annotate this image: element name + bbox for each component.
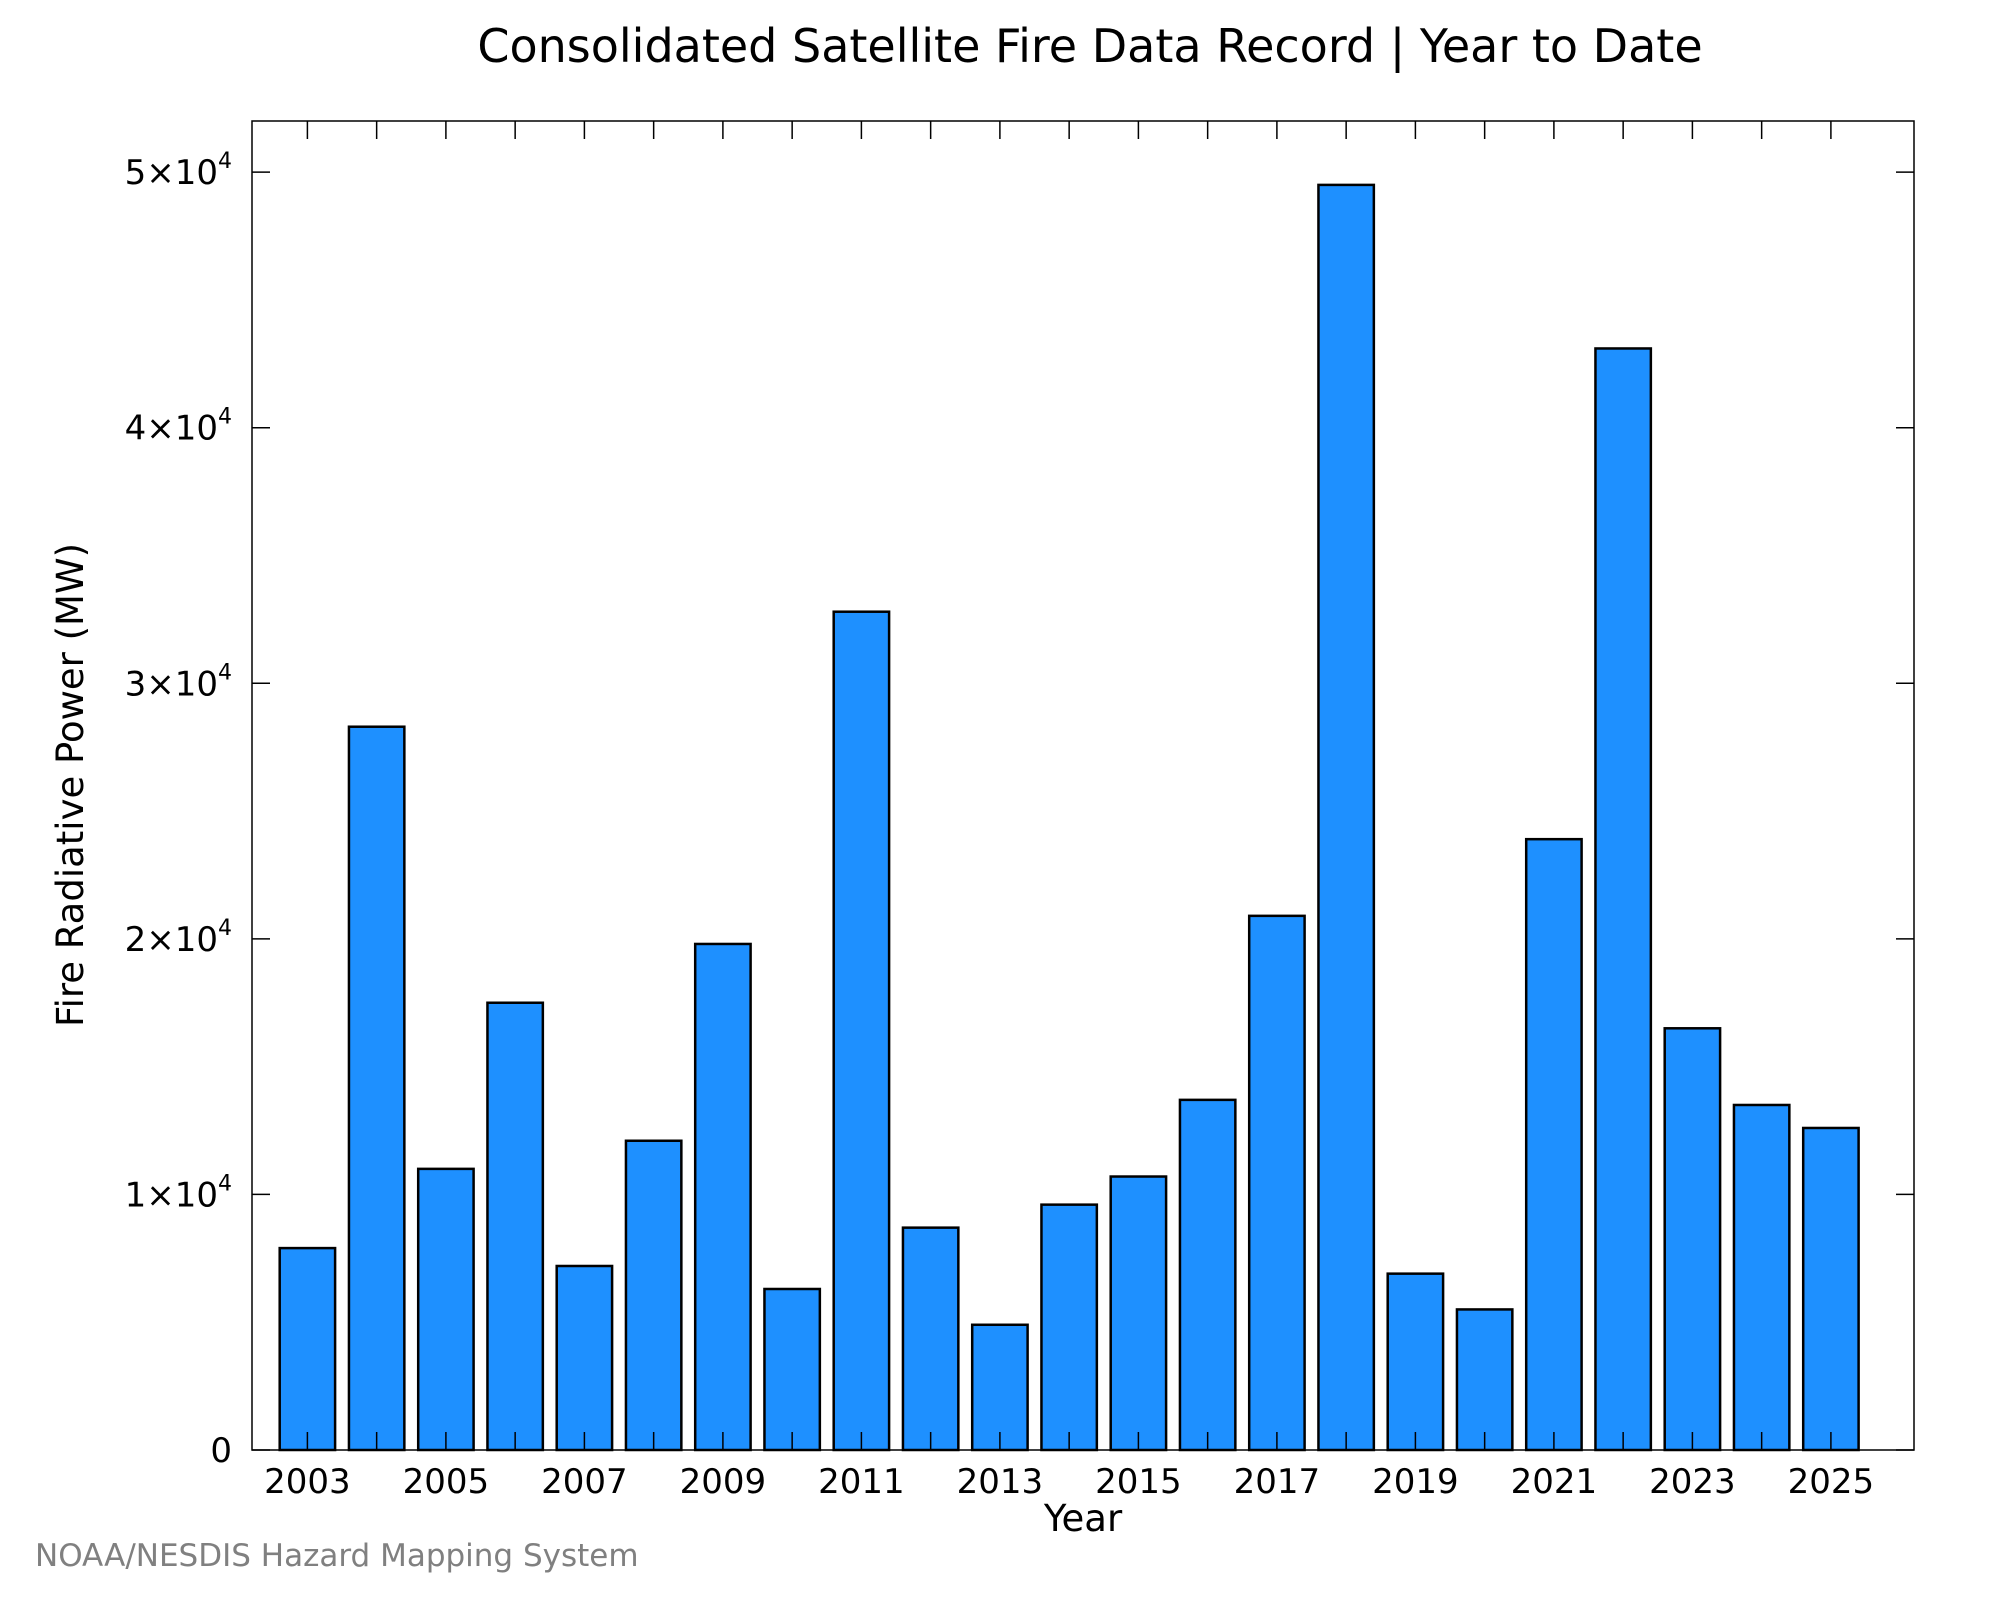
bar-2007 (555, 1264, 614, 1452)
x-tick-label: 2023 (1649, 1462, 1736, 1502)
bar-2009 (693, 942, 752, 1452)
bar-2023 (1663, 1027, 1722, 1452)
y-tick-label: 3×104 (125, 660, 232, 704)
bar-2016 (1178, 1098, 1237, 1452)
bar-2021 (1524, 837, 1583, 1452)
y-axis-ticks: 0 1×104 2×104 3×104 4×104 5×104 (125, 149, 1914, 1471)
x-tick-label: 2011 (818, 1462, 905, 1502)
y-tick-label: 0 (210, 1431, 232, 1471)
bar-2013 (970, 1323, 1029, 1452)
x-tick-label: 2015 (1095, 1462, 1182, 1502)
plot-frame (251, 120, 1915, 1451)
x-tick-label: 2021 (1511, 1462, 1598, 1502)
data-source-credit: NOAA/NESDIS Hazard Mapping System (35, 1538, 639, 1574)
bar-2014 (1040, 1203, 1099, 1452)
bar-2006 (486, 1001, 545, 1452)
y-tick-label: 4×104 (125, 405, 232, 449)
bar-2024 (1732, 1103, 1791, 1452)
bar-2005 (416, 1167, 475, 1452)
x-tick-label: 2007 (541, 1462, 628, 1502)
bars-group (278, 183, 1860, 1452)
bar-2010 (763, 1287, 822, 1452)
y-axis-label: Fire Radiative Power (MW) (49, 543, 92, 1027)
x-tick-label: 2013 (957, 1462, 1044, 1502)
x-tick-label: 2005 (403, 1462, 490, 1502)
x-axis-label: Year (1043, 1497, 1123, 1540)
y-tick-label: 1×104 (125, 1171, 232, 1215)
x-axis-ticks: 2003 2005 2007 2009 2011 2013 2015 2017 2019 2021… (264, 121, 1874, 1502)
x-tick-label: 2019 (1372, 1462, 1459, 1502)
bar-2017 (1247, 914, 1306, 1452)
chart-title: Consolidated Satellite Fire Data Record … (477, 19, 1702, 74)
bar-2018 (1317, 183, 1376, 1452)
bar-2015 (1109, 1175, 1168, 1452)
bar-2012 (901, 1226, 960, 1452)
x-tick-label: 2025 (1788, 1462, 1875, 1502)
y-tick-label: 5×104 (125, 149, 232, 193)
x-tick-label: 2017 (1234, 1462, 1321, 1502)
bar-2011 (832, 610, 891, 1452)
x-tick-label: 2003 (264, 1462, 351, 1502)
x-tick-label: 2009 (680, 1462, 767, 1502)
bar-2019 (1386, 1272, 1445, 1452)
bar-2020 (1455, 1308, 1514, 1452)
bar-2004 (347, 725, 406, 1452)
bar-2008 (624, 1139, 683, 1452)
bar-2025 (1801, 1126, 1860, 1452)
bar-2022 (1594, 347, 1653, 1452)
y-tick-label: 2×104 (125, 916, 232, 960)
bar-2003 (278, 1246, 337, 1452)
